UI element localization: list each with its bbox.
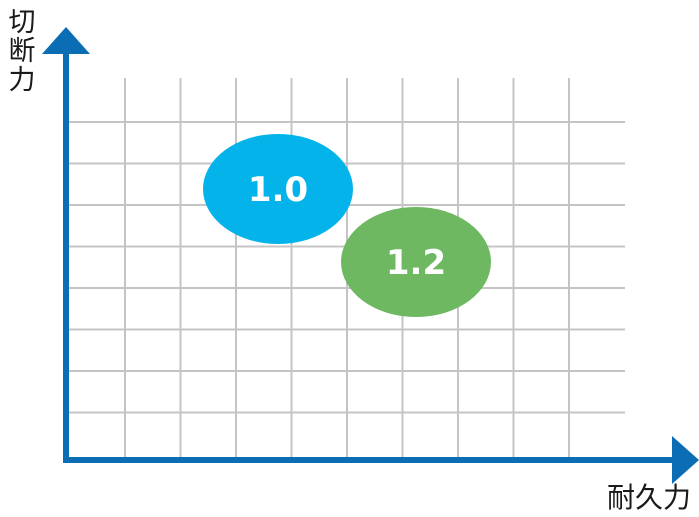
y-axis-arrowhead xyxy=(42,27,90,54)
bubble-1-0 xyxy=(203,134,353,244)
y-axis-label: 切断力 xyxy=(8,7,36,96)
bubble-1-2-label: 1.2 xyxy=(386,243,446,283)
x-axis-arrowhead xyxy=(672,436,699,484)
x-axis-label: 耐久力 xyxy=(607,481,692,514)
bubble-1-0-label: 1.0 xyxy=(248,170,308,210)
bubble-1-2 xyxy=(341,207,491,317)
